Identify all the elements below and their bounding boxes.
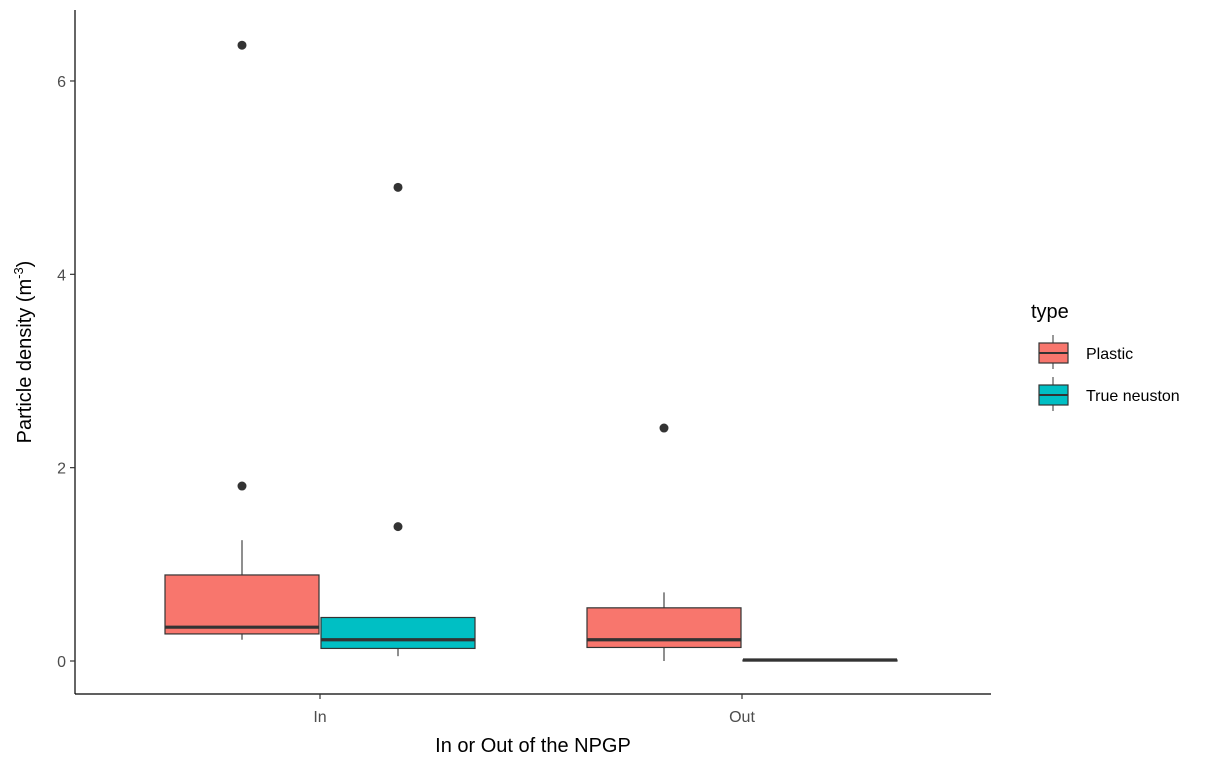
box-true-neuston-out [742,658,898,662]
outlier-point [237,40,247,50]
y-axis-title-text: Particle density (m [14,279,36,444]
legend-item-plastic: Plastic [1038,335,1133,369]
y-axis-title-close: ) [14,261,36,268]
y-axis-title: Particle density (m-3) [11,261,36,444]
y-tick-label: 2 [57,461,66,478]
outlier-point [393,182,403,192]
legend: type Plastic True neuston [1031,301,1180,411]
legend-label-true-neuston: True neuston [1086,388,1180,405]
y-tick-label: 0 [57,654,66,671]
y-axis-ticks: 0 2 4 6 [57,74,75,671]
y-axis-title-sup: -3 [11,267,26,279]
y-tick-label: 4 [57,267,66,284]
outlier-point [393,522,403,532]
legend-item-true-neuston: True neuston [1038,377,1180,411]
x-axis-ticks: In Out [313,694,755,726]
box-plastic-out [586,423,742,661]
x-axis-title: In or Out of the NPGP [435,735,631,757]
outlier-point [237,481,247,491]
box-iqr [320,616,476,650]
box-true-neuston-in [320,182,476,657]
legend-label-plastic: Plastic [1086,346,1133,363]
box-iqr [164,574,320,635]
y-tick-label: 6 [57,74,66,91]
outlier-point [659,423,669,433]
box-iqr [586,607,742,649]
box-plastic-in [164,40,320,640]
x-tick-label: Out [729,709,755,726]
x-tick-label: In [313,709,326,726]
plot-panel [164,40,898,662]
legend-title: type [1031,301,1069,323]
